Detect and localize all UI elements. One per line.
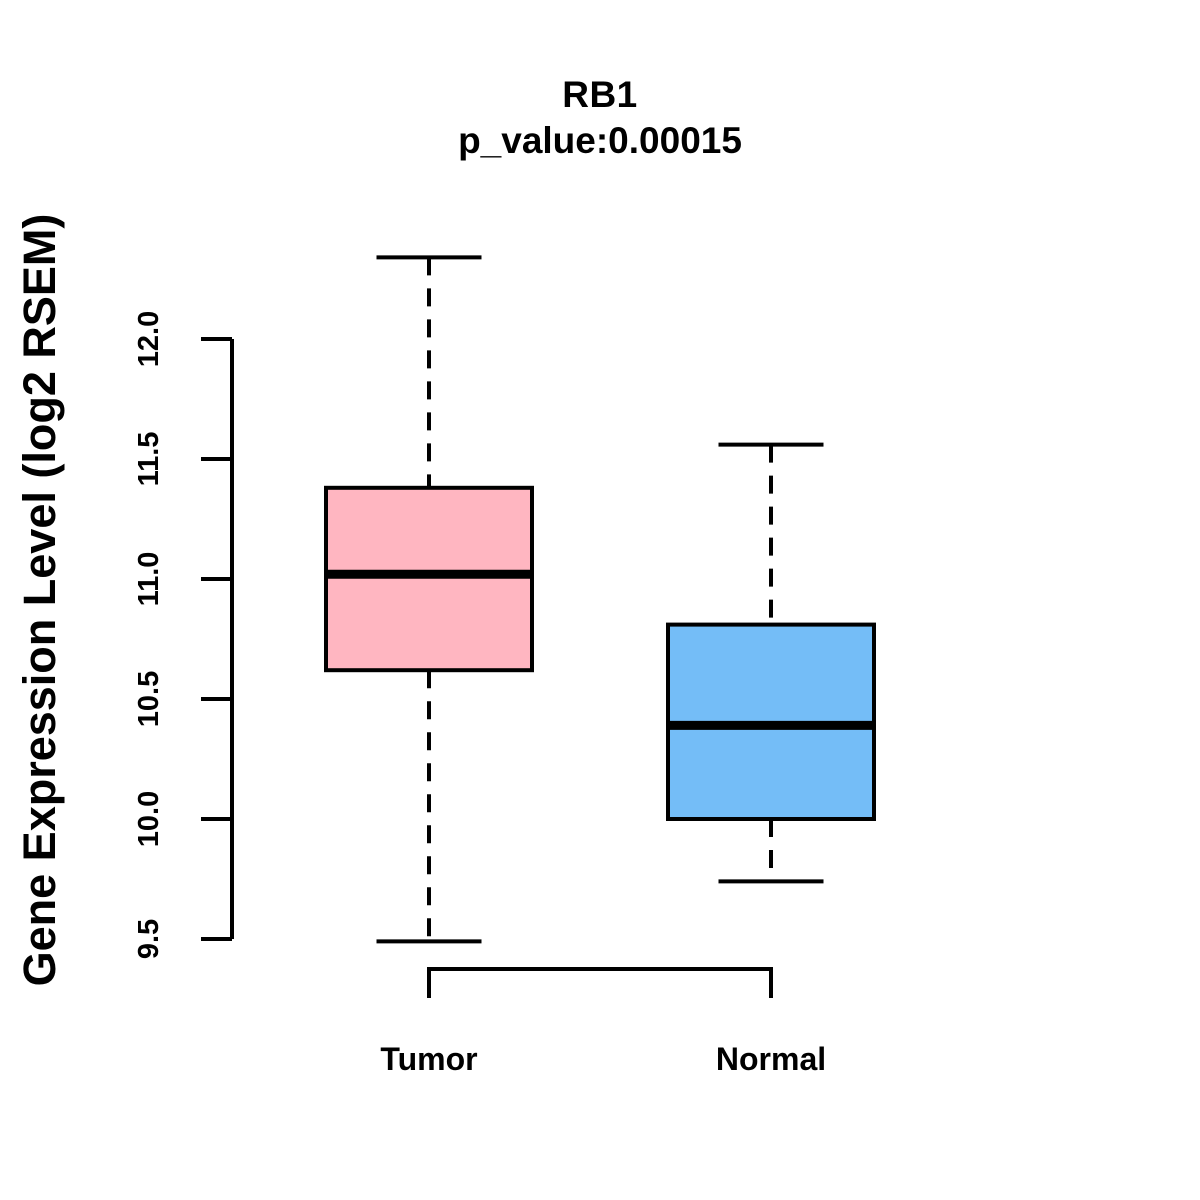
y-tick-label-11.5: 11.5 (133, 432, 165, 487)
x-tick-label-tumor: Tumor (380, 1041, 477, 1077)
y-tick-label-11.0: 11.0 (133, 552, 165, 607)
y-tick-label-12.0: 12.0 (133, 311, 165, 367)
group-comparison-bracket (427, 967, 773, 998)
y-tick-label-9.5: 9.5 (133, 919, 165, 959)
tumor-box (324, 485, 534, 673)
boxes (324, 255, 876, 944)
y-tick-label-10.0: 10.0 (133, 791, 165, 847)
y-tick-label-10.5: 10.5 (133, 671, 165, 727)
x-axis-labels: Tumor Normal (380, 1041, 826, 1077)
y-axis: 9.5 10.0 10.5 11.0 11.5 12.0 (133, 311, 234, 959)
x-tick-label-normal: Normal (716, 1041, 826, 1077)
chart-title: RB1 (562, 74, 638, 115)
comparison-bracket (427, 967, 773, 998)
chart-subtitle-pvalue: p_value:0.00015 (458, 120, 742, 161)
